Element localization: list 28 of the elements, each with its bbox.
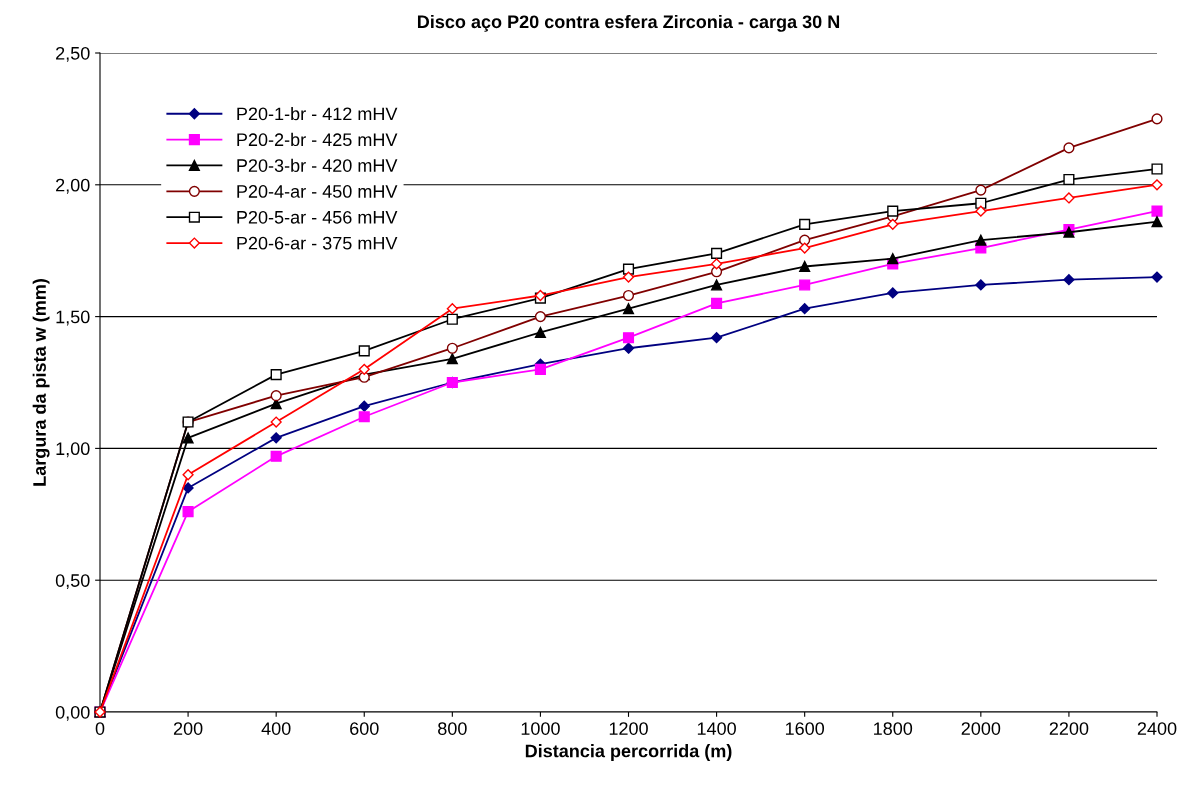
- x-tick-label: 200: [173, 722, 203, 735]
- y-tick-label: 1,50: [56, 310, 90, 326]
- x-tick-label: 1400: [697, 722, 736, 735]
- y-tick-label: 2,00: [56, 178, 90, 194]
- y-tick-label: 2,50: [56, 46, 90, 62]
- y-tick-label: 0,50: [55, 574, 90, 590]
- x-tick-label: 600: [350, 722, 379, 735]
- legend-label: P20-5-ar - 456 mHV: [237, 210, 398, 224]
- x-tick-label: 1600: [785, 722, 825, 735]
- legend-label: P20-4-ar - 450 mHV: [237, 185, 398, 198]
- legend-label: P20-1-br - 412 mHV: [237, 106, 398, 121]
- x-tick-label: 2400: [1137, 722, 1177, 735]
- x-tick-label: 1200: [609, 722, 648, 735]
- legend-label: P20-3-br - 420 mHV: [237, 158, 398, 172]
- x-tick-label: 0: [95, 722, 105, 735]
- y-tick-label: 1,00: [56, 442, 90, 458]
- x-tick-label: 2000: [961, 722, 1001, 735]
- x-axis-title: Distancia percorrida (m): [525, 744, 732, 761]
- legend-label: P20-6-ar - 375 mHV: [237, 236, 398, 250]
- y-tick-label: 0,00: [55, 705, 90, 721]
- x-tick-label: 1000: [521, 722, 560, 735]
- x-tick-label: 400: [261, 722, 291, 735]
- x-tick-label: 800: [438, 722, 467, 735]
- x-tick-label: 2200: [1049, 722, 1089, 735]
- chart-title: Disco aço P20 contra esfera Zirconia - carga 30 N: [417, 14, 840, 32]
- legend-label: P20-2-br - 425 mHV: [237, 132, 398, 147]
- x-tick-label: 1800: [874, 722, 913, 735]
- y-axis-title: Largura da pista w (mm): [32, 279, 50, 486]
